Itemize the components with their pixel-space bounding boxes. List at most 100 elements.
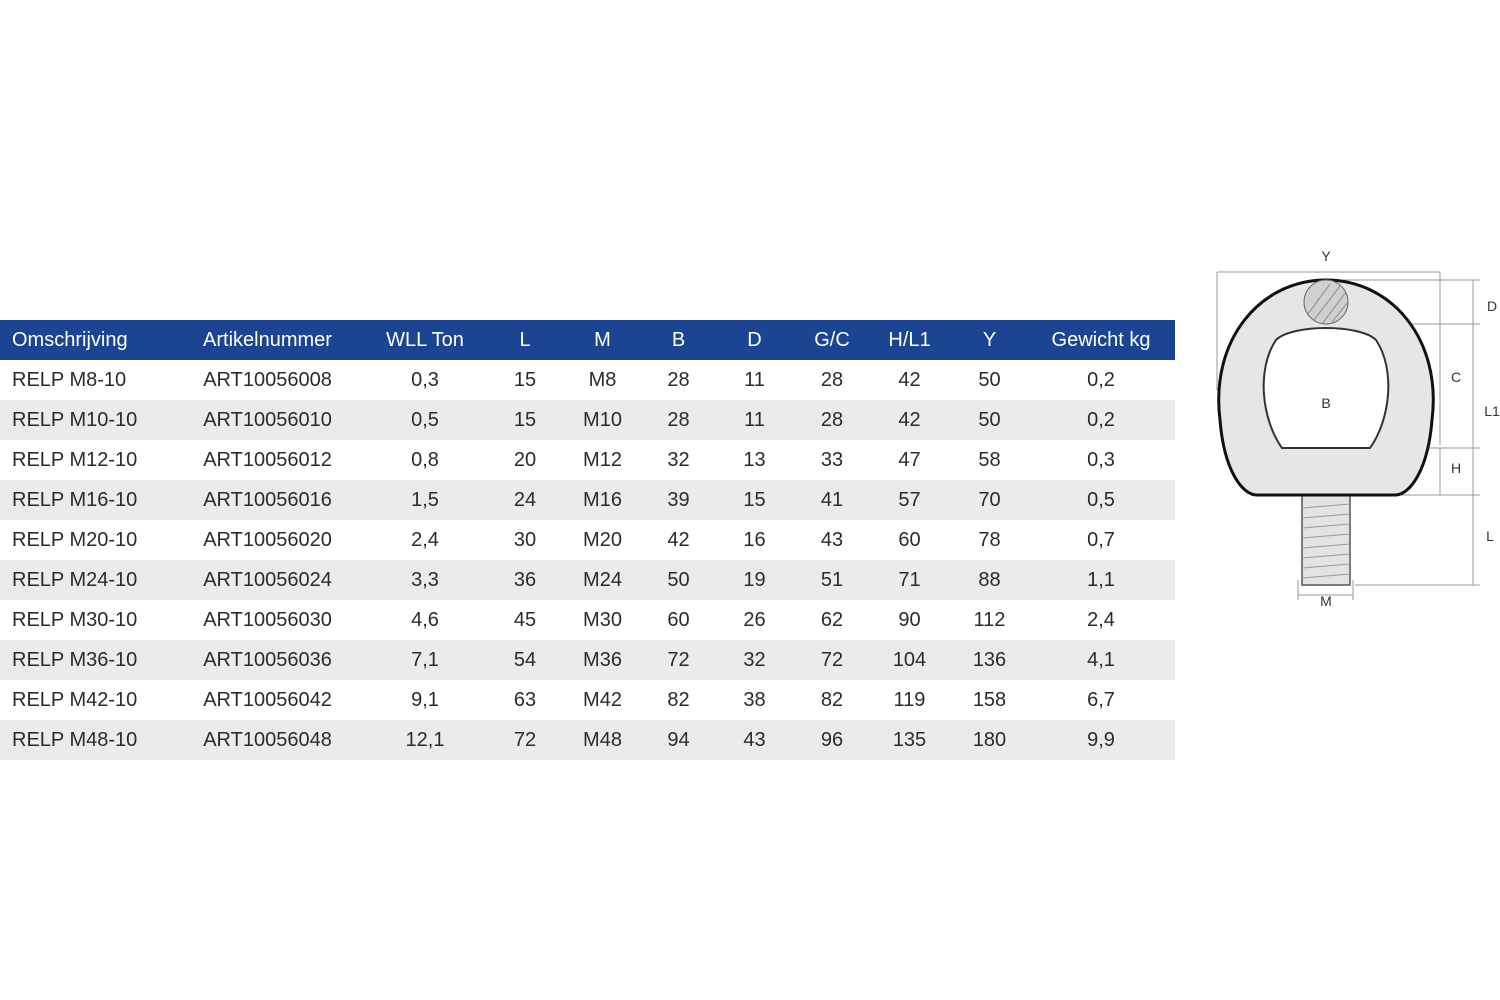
- table-cell: M24: [560, 560, 645, 600]
- table-cell: 158: [952, 680, 1027, 720]
- table-cell: 19: [712, 560, 797, 600]
- table-cell: 32: [712, 640, 797, 680]
- table-row: RELP M12-10 ART10056012 0,8 20 M12 32 13 33 47 58…: [0, 440, 1175, 480]
- table-cell: RELP M48-10: [0, 720, 175, 760]
- table-cell: 9,9: [1027, 720, 1175, 760]
- table-cell: 58: [952, 440, 1027, 480]
- table-row: RELP M8-10 ART10056008 0,3 15 M8 28 11 28 42 50 0,…: [0, 360, 1175, 400]
- table-cell: RELP M36-10: [0, 640, 175, 680]
- table-cell: 42: [867, 400, 952, 440]
- table-cell: 28: [797, 400, 867, 440]
- table-cell: 43: [712, 720, 797, 760]
- table-cell: 47: [867, 440, 952, 480]
- table-cell: 3,3: [360, 560, 490, 600]
- table-cell: 42: [645, 520, 712, 560]
- table-cell: 0,7: [1027, 520, 1175, 560]
- table-row: RELP M24-10 ART10056024 3,3 36 M24 50 19 51 71 88…: [0, 560, 1175, 600]
- table-cell: 11: [712, 360, 797, 400]
- table-cell: 51: [797, 560, 867, 600]
- table-cell: 0,5: [360, 400, 490, 440]
- table-cell: 42: [867, 360, 952, 400]
- column-header: M: [560, 320, 645, 360]
- table-cell: 2,4: [1027, 600, 1175, 640]
- table-cell: M16: [560, 480, 645, 520]
- table-cell: RELP M42-10: [0, 680, 175, 720]
- table-cell: 11: [712, 400, 797, 440]
- table-cell: 32: [645, 440, 712, 480]
- column-header: Gewicht kg: [1027, 320, 1175, 360]
- dim-label-m: M: [1320, 593, 1332, 609]
- table-cell: 39: [645, 480, 712, 520]
- table-row: RELP M16-10 ART10056016 1,5 24 M16 39 15 41 57 70…: [0, 480, 1175, 520]
- dim-label-l: L: [1486, 528, 1494, 544]
- table-cell: 28: [797, 360, 867, 400]
- table-cell: 1,1: [1027, 560, 1175, 600]
- table-cell: ART10056024: [175, 560, 360, 600]
- table-cell: 7,1: [360, 640, 490, 680]
- column-header: H/L1: [867, 320, 952, 360]
- table-cell: 72: [645, 640, 712, 680]
- table-cell: 0,8: [360, 440, 490, 480]
- table-cell: RELP M12-10: [0, 440, 175, 480]
- table-cell: 88: [952, 560, 1027, 600]
- table-cell: M48: [560, 720, 645, 760]
- table-cell: RELP M16-10: [0, 480, 175, 520]
- table-cell: 20: [490, 440, 560, 480]
- table-cell: 45: [490, 600, 560, 640]
- table-cell: 28: [645, 400, 712, 440]
- table-cell: 15: [490, 360, 560, 400]
- table-cell: 15: [490, 400, 560, 440]
- table-cell: 24: [490, 480, 560, 520]
- table-cell: M42: [560, 680, 645, 720]
- column-header: Omschrijving: [0, 320, 175, 360]
- table-cell: 4,6: [360, 600, 490, 640]
- table-cell: 119: [867, 680, 952, 720]
- table-cell: 72: [797, 640, 867, 680]
- table-cell: 16: [712, 520, 797, 560]
- column-header: G/C: [797, 320, 867, 360]
- table-cell: 0,3: [1027, 440, 1175, 480]
- table-cell: 54: [490, 640, 560, 680]
- table-cell: 96: [797, 720, 867, 760]
- table-cell: 30: [490, 520, 560, 560]
- eye-bolt-drawing-icon: Y D C L1 B H L M: [1216, 248, 1500, 609]
- table-cell: 1,5: [360, 480, 490, 520]
- table-cell: 50: [952, 360, 1027, 400]
- column-header: Artikelnummer: [175, 320, 360, 360]
- column-header: D: [712, 320, 797, 360]
- table-cell: M30: [560, 600, 645, 640]
- table-cell: 50: [952, 400, 1027, 440]
- column-header: Y: [952, 320, 1027, 360]
- table-cell: 0,5: [1027, 480, 1175, 520]
- table-header-row: Omschrijving Artikelnummer WLL Ton L M B D G/C H…: [0, 320, 1175, 360]
- table-cell: 33: [797, 440, 867, 480]
- table-cell: 82: [797, 680, 867, 720]
- table-cell: ART10056036: [175, 640, 360, 680]
- table-cell: 43: [797, 520, 867, 560]
- table-cell: ART10056016: [175, 480, 360, 520]
- table-cell: 0,2: [1027, 400, 1175, 440]
- table-cell: 90: [867, 600, 952, 640]
- table-cell: 12,1: [360, 720, 490, 760]
- table-cell: RELP M10-10: [0, 400, 175, 440]
- table-cell: 70: [952, 480, 1027, 520]
- table-cell: 15: [712, 480, 797, 520]
- table-cell: 60: [645, 600, 712, 640]
- dim-label-h: H: [1451, 460, 1461, 476]
- dim-label-y: Y: [1321, 248, 1331, 264]
- table-cell: 4,1: [1027, 640, 1175, 680]
- table-cell: 135: [867, 720, 952, 760]
- table-cell: M8: [560, 360, 645, 400]
- table-cell: 2,4: [360, 520, 490, 560]
- dim-label-l1: L1: [1484, 403, 1500, 419]
- table-row: RELP M30-10 ART10056030 4,6 45 M30 60 26 62 90 11…: [0, 600, 1175, 640]
- table-cell: 6,7: [1027, 680, 1175, 720]
- table-cell: 94: [645, 720, 712, 760]
- column-header: WLL Ton: [360, 320, 490, 360]
- table-cell: 104: [867, 640, 952, 680]
- table-cell: 71: [867, 560, 952, 600]
- table-cell: M36: [560, 640, 645, 680]
- table-cell: 9,1: [360, 680, 490, 720]
- table-cell: RELP M30-10: [0, 600, 175, 640]
- table-cell: RELP M24-10: [0, 560, 175, 600]
